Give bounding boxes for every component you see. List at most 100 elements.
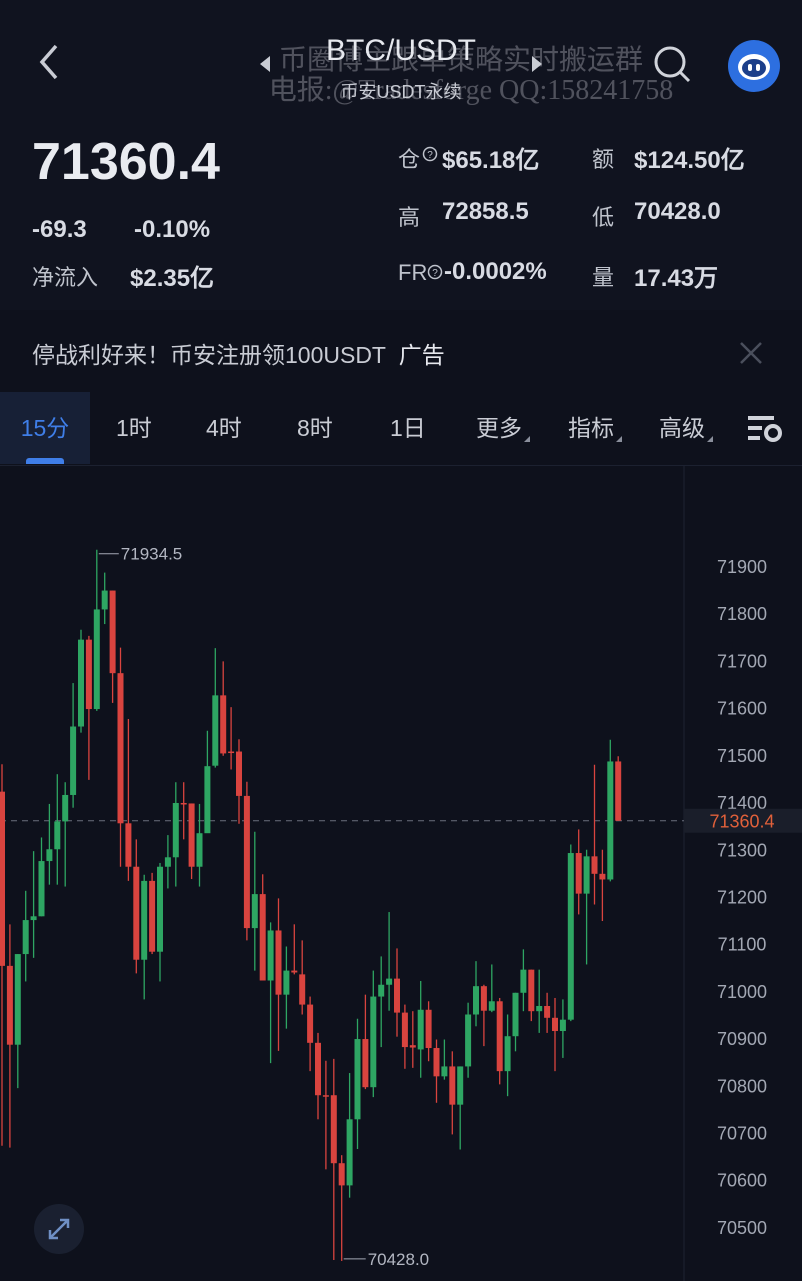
funding-rate-value: -0.0002% xyxy=(444,258,547,285)
candle-up xyxy=(141,880,148,960)
candle-down xyxy=(0,791,5,966)
candle-down xyxy=(220,695,227,754)
price-tick-label: 71200 xyxy=(717,887,767,907)
candle-up xyxy=(30,916,37,921)
candle-down xyxy=(299,974,306,1005)
price-change: -69.3 xyxy=(32,216,87,243)
price-change-pct: -0.10% xyxy=(134,216,211,243)
candle-up xyxy=(559,1019,566,1032)
candle-up xyxy=(536,1005,543,1012)
candle-up xyxy=(267,930,274,981)
candle-down xyxy=(575,853,582,894)
price-tick-label: 71300 xyxy=(717,840,767,860)
candle-down xyxy=(307,1004,314,1043)
candlestick-chart[interactable]: 71900 71800 71700 71600 71500 71400 71300 71200… xyxy=(0,465,802,1281)
funding-rate-label: FR xyxy=(398,260,428,285)
low-label: 低 xyxy=(592,205,615,230)
ticker-panel xyxy=(0,120,802,310)
candle-up xyxy=(567,853,574,1020)
candle-down xyxy=(149,880,156,952)
open-interest-label: 仓 xyxy=(398,147,421,172)
tab-8h[interactable]: 8时 xyxy=(297,415,333,441)
candle-down xyxy=(615,761,622,821)
chart-settings-icon[interactable] xyxy=(748,414,784,444)
candle-up xyxy=(465,1014,472,1067)
candle-down xyxy=(449,1066,456,1105)
previous-pair-icon[interactable] xyxy=(260,56,270,72)
assistant-avatar[interactable] xyxy=(728,40,780,92)
price-tick-label: 70600 xyxy=(717,1171,767,1191)
net-inflow-label: 净流入 xyxy=(32,265,99,290)
candle-down xyxy=(401,1012,408,1048)
candle-up xyxy=(417,1009,424,1050)
candle-down xyxy=(188,803,195,867)
candle-down xyxy=(480,986,487,1011)
max-price-label: 71934.5 xyxy=(121,545,182,564)
ad-banner[interactable]: 停战利好来！币安注册领100USDT 广告 xyxy=(32,336,445,370)
candle-down xyxy=(243,795,250,929)
tab-more[interactable]: 更多 xyxy=(476,392,530,464)
watermark: 币圈博主跟单策略实时搬运群 xyxy=(278,45,643,76)
candle-up xyxy=(62,794,69,822)
candle-up xyxy=(378,984,385,997)
high-label: 高 xyxy=(398,205,421,230)
tab-indicators[interactable]: 指标 xyxy=(568,392,622,464)
candle-down xyxy=(117,673,124,824)
turnover-label: 额 xyxy=(592,147,615,172)
candle-down xyxy=(591,856,598,874)
candle-down xyxy=(433,1048,440,1077)
candle-up xyxy=(172,802,179,858)
candle-up xyxy=(46,849,53,862)
next-pair-icon[interactable] xyxy=(532,56,542,72)
volume-value: 17.43万 xyxy=(634,265,719,292)
candle-up xyxy=(70,726,77,795)
candle-down xyxy=(85,639,92,710)
candle-down xyxy=(496,1001,503,1072)
close-icon[interactable] xyxy=(738,340,764,366)
help-icon[interactable]: ? xyxy=(422,146,438,162)
tab-advanced[interactable]: 高级 xyxy=(659,392,713,464)
tab-1d[interactable]: 1日 xyxy=(390,415,426,441)
candle-up xyxy=(164,857,171,867)
candle-up xyxy=(504,1036,511,1072)
candle-up xyxy=(473,986,479,1015)
fullscreen-button[interactable] xyxy=(34,1204,84,1254)
tab-4h[interactable]: 4时 xyxy=(206,415,242,441)
last-price: 71360.4 xyxy=(32,133,220,191)
candle-up xyxy=(370,996,377,1088)
price-tick-label: 70500 xyxy=(717,1218,767,1238)
turnover-value: $124.50亿 xyxy=(634,147,745,174)
net-inflow-value: $2.35亿 xyxy=(130,265,215,292)
price-tick-label: 71600 xyxy=(717,699,767,719)
candle-up xyxy=(14,954,21,1045)
tab-15m[interactable]: 15分 xyxy=(0,392,90,464)
candle-down xyxy=(425,1009,432,1049)
candle-down xyxy=(109,590,116,674)
candle-up xyxy=(212,695,219,766)
candle-down xyxy=(133,866,140,960)
candle-up xyxy=(512,992,519,1037)
candle-up xyxy=(93,609,100,710)
price-tick-label: 71800 xyxy=(717,604,767,624)
ad-text[interactable]: 停战利好来！币安注册领100USDT xyxy=(32,342,386,368)
help-icon[interactable]: ? xyxy=(427,264,443,280)
dropdown-icon xyxy=(707,436,713,442)
candle-down xyxy=(409,1045,416,1048)
pair-title[interactable]: BTC/USDT xyxy=(326,34,476,67)
search-icon[interactable] xyxy=(652,44,692,84)
price-tick-label: 71700 xyxy=(717,651,767,671)
back-icon[interactable] xyxy=(34,42,64,82)
candle-up xyxy=(354,1039,361,1120)
candle-down xyxy=(599,873,606,880)
candle-down xyxy=(338,1163,345,1186)
candle-up xyxy=(520,969,527,993)
candle-down xyxy=(322,1095,329,1097)
dropdown-icon xyxy=(524,436,530,442)
dropdown-icon xyxy=(616,436,622,442)
candle-up xyxy=(283,970,290,995)
candle-down xyxy=(552,1017,558,1032)
watermark: 电报:@Tradesforge QQ:158241758 xyxy=(268,75,674,106)
tab-1h[interactable]: 1时 xyxy=(116,415,152,441)
price-tick-label: 71900 xyxy=(717,557,767,577)
candle-up xyxy=(488,1001,495,1011)
